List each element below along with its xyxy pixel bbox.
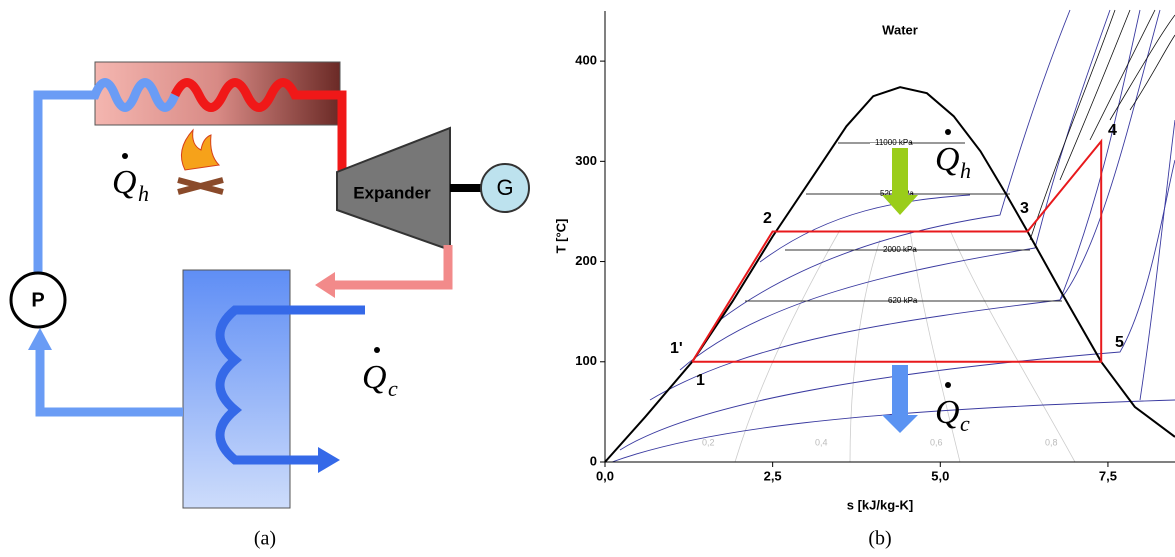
heat-in-symbol: Q (112, 164, 137, 201)
quality-label: 0,8 (1045, 437, 1058, 447)
quality-label: 0,2 (702, 437, 715, 447)
dot (945, 129, 951, 135)
heat-in-symbol: Q (935, 141, 960, 178)
logs (178, 180, 223, 192)
point-label: 1 (696, 372, 705, 389)
page: Expander G P Q h Q c (a) 11000 kPa 5200 … (0, 0, 1175, 552)
y-axis-label: T [°C] (553, 219, 568, 254)
arrow (28, 328, 52, 350)
y-tick-label: 0 (590, 453, 597, 468)
heat-out-symbol: Q (935, 394, 960, 431)
dot (374, 347, 380, 353)
point-label: 4 (1108, 122, 1117, 139)
heat-out-symbol: Q (362, 359, 387, 396)
point-label: 2 (763, 210, 772, 227)
caption: (b) (868, 528, 891, 550)
pump-label: P (31, 289, 44, 311)
x-tick-label: 5,0 (931, 468, 949, 483)
dot (122, 153, 128, 159)
caption: (a) (254, 528, 276, 550)
y-tick-label: 100 (575, 353, 597, 368)
arrow-heat-in (882, 148, 918, 215)
y-tick-label: 200 (575, 253, 597, 268)
x-tick-label: 2,5 (764, 468, 782, 483)
isobar-label: 2000 kPa (883, 245, 917, 254)
heat-in-sub: h (138, 181, 149, 206)
y-tick-label: 300 (575, 153, 597, 168)
isobar-label: 620 kPa (888, 296, 918, 305)
heat-in-sub: h (960, 158, 971, 183)
quality-label: 0,4 (815, 437, 828, 447)
expander-label: Expander (353, 183, 431, 202)
point-label: 5 (1115, 334, 1124, 351)
x-axis-label: s [kJ/kg-K] (847, 497, 913, 512)
x-tick-label: 0,0 (596, 468, 614, 483)
pipe-exhaust (330, 245, 448, 285)
heat-out-sub: c (388, 376, 398, 401)
annotations: 11000 kPa 5200 kPa 2000 kPa 620 kPa 0,2 … (553, 22, 1124, 549)
superheat-lines (1030, 10, 1175, 240)
point-label: 3 (1020, 200, 1029, 217)
generator-label: G (496, 175, 513, 200)
dot (945, 382, 951, 388)
isobar-label: 11000 kPa (875, 138, 913, 147)
chart-title: Water (882, 22, 918, 37)
y-tick-label: 400 (575, 53, 597, 68)
quality-label: 0,6 (930, 437, 943, 447)
cycle-diagram: Expander G P Q h Q c (a) (11, 62, 529, 550)
arrow-heat-out (882, 365, 918, 433)
heat-out-sub: c (960, 411, 970, 436)
point-label: 1' (670, 340, 683, 357)
x-tick-label: 7,5 (1099, 468, 1117, 483)
pipe-return (40, 345, 183, 412)
arrow (315, 272, 335, 298)
flame (181, 130, 219, 170)
arrow (318, 447, 340, 473)
